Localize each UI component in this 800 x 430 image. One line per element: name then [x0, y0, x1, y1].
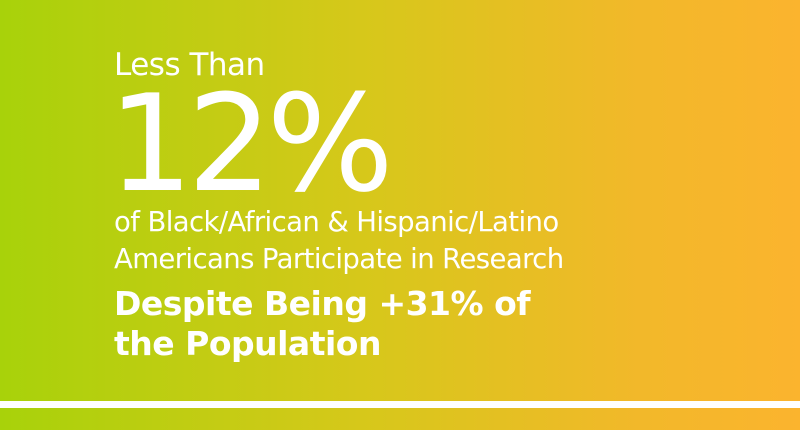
emphasis-line-2: the Population: [114, 324, 381, 363]
bottom-divider: [0, 401, 800, 408]
emphasis-line-1: Despite Being +31% of: [114, 284, 531, 323]
headline-block: Less Than 12% of Black/African & Hispani…: [108, 47, 564, 364]
lead-text: Less Than: [114, 47, 265, 83]
description-line-1: of Black/African & Hispanic/Latino: [114, 206, 559, 238]
description-line-2: Americans Participate in Research: [114, 243, 564, 275]
statistic-value: 12%: [108, 66, 394, 222]
